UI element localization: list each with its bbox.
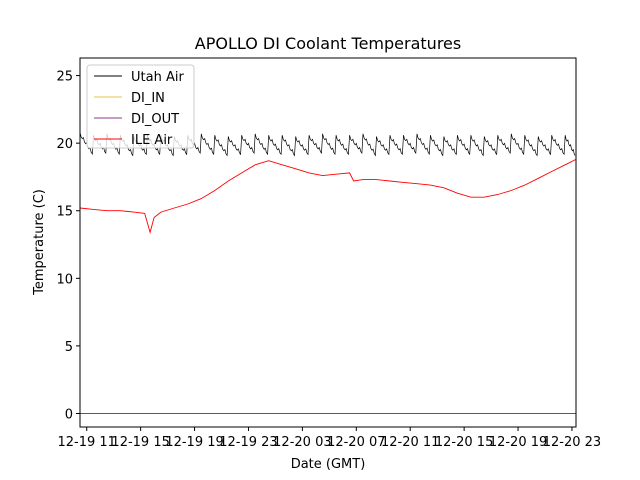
y-axis: 0 5 10 15 20 25 (56, 70, 80, 422)
x-tick-label: 12-19 11 (58, 435, 116, 450)
legend-label: DI_IN (131, 91, 165, 106)
x-tick-label: 12-20 19 (489, 435, 547, 450)
legend-box (86, 64, 195, 149)
legend-label: DI_OUT (131, 112, 179, 127)
y-tick-label: 25 (56, 70, 73, 85)
legend: Utah Air DI_IN DI_OUT ILE Air (86, 64, 195, 149)
legend-label: Utah Air (131, 70, 184, 85)
x-axis-title: Date (GMT) (291, 457, 366, 472)
y-tick-label: 0 (65, 407, 73, 422)
x-tick-label: 12-20 03 (273, 435, 331, 450)
y-tick-label: 20 (56, 137, 73, 152)
x-tick-label: 12-20 15 (435, 435, 493, 450)
x-tick-label: 12-20 07 (327, 435, 385, 450)
x-tick-label: 12-20 23 (543, 435, 601, 450)
y-tick-label: 15 (56, 205, 73, 220)
legend-label: ILE Air (131, 133, 173, 148)
x-tick-label: 12-19 15 (111, 435, 169, 450)
series-line-ile-air (80, 158, 576, 235)
x-tick-label: 12-19 23 (219, 435, 277, 450)
chart-title: APOLLO DI Coolant Temperatures (195, 34, 461, 53)
y-tick-label: 10 (56, 272, 73, 287)
x-tick-label: 12-19 19 (165, 435, 223, 450)
x-tick-label: 12-20 11 (381, 435, 439, 450)
y-axis-title: Temperature (C) (32, 189, 47, 296)
plot-area-frame (79, 57, 577, 428)
y-tick-label: 5 (65, 340, 73, 355)
